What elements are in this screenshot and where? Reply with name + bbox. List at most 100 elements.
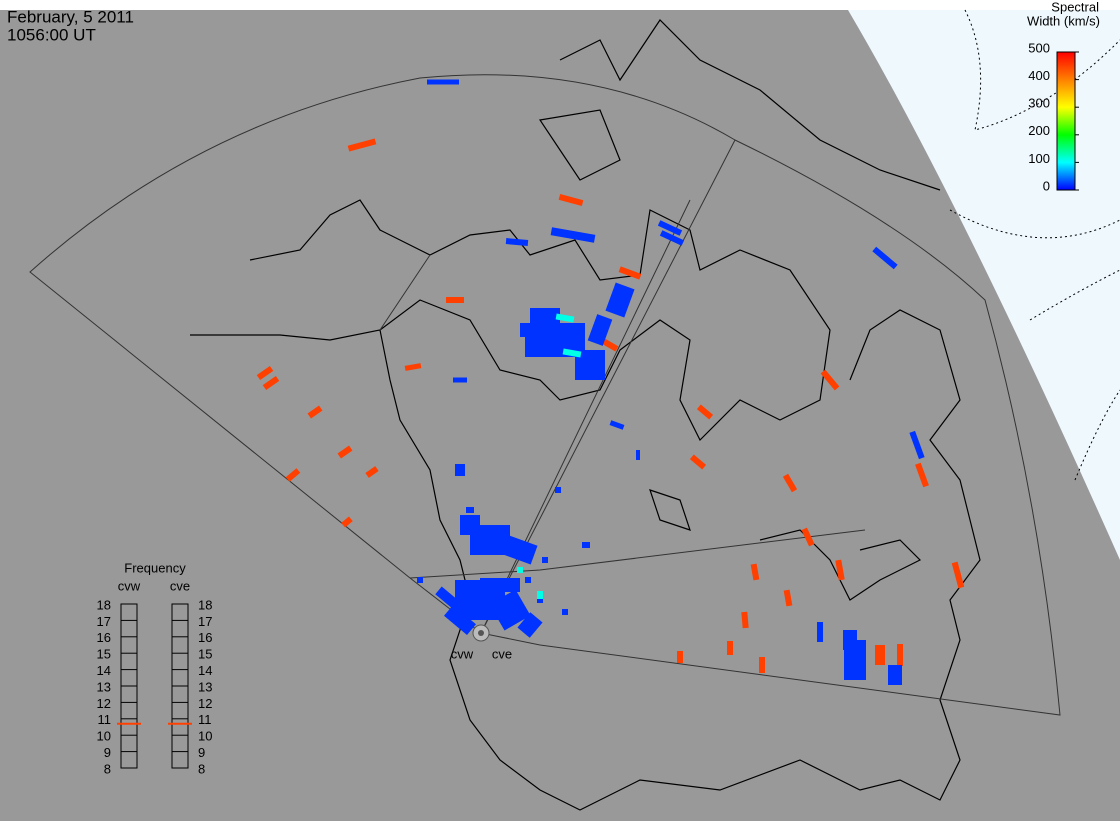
radar-cell [835, 559, 845, 581]
radar-cell [417, 577, 423, 583]
radar-cell [609, 420, 625, 430]
radar-cell [550, 227, 596, 243]
radar-cell [872, 246, 898, 270]
radar-cell [453, 377, 467, 383]
radar-cell [636, 450, 640, 460]
radar-cell [466, 507, 474, 513]
radar-cell [750, 563, 760, 581]
polar-region [848, 10, 1120, 560]
colorbar-ticks: 0 100 200 300 400 500 [1028, 40, 1079, 193]
colorbar-tick-label: 100 [1028, 151, 1050, 166]
frequency-tick-label: 14 [198, 663, 212, 678]
radar-name: cvw [118, 578, 141, 593]
radar-cell [951, 561, 965, 589]
colorbar-tick-label: 300 [1028, 96, 1050, 111]
radar-name: cve [170, 578, 190, 593]
radar-cell [558, 193, 584, 207]
frequency-tick-label: 15 [198, 647, 212, 662]
radar-cell [365, 466, 379, 478]
frequency-tick-label: 17 [198, 614, 212, 629]
frequency-tick-label: 11 [198, 712, 212, 727]
radar-cell [897, 644, 903, 666]
radar-cell [820, 369, 840, 391]
radar-cell [801, 527, 815, 547]
colorbar [1056, 51, 1076, 191]
radar-cell [741, 611, 749, 629]
colorbar-tick-label: 0 [1043, 178, 1050, 193]
radar-cells [256, 79, 965, 685]
top-margin [0, 0, 1120, 10]
radar-site-center [478, 630, 484, 636]
colorbar-tick-label: 500 [1028, 40, 1050, 55]
radar-cell [657, 220, 683, 236]
frequency-tick-label: 10 [97, 729, 111, 744]
radar-cell [347, 138, 377, 152]
radar-cell [505, 238, 529, 246]
radar-cell [696, 404, 714, 420]
radar-cell [843, 630, 857, 650]
radar-cell [689, 454, 707, 470]
radar-cell [525, 577, 531, 583]
radar-cell [659, 230, 685, 246]
radar-cell [520, 323, 540, 337]
radar-cell [817, 622, 823, 642]
frequency-tick-label: 17 [97, 614, 111, 629]
radar-cell [605, 282, 635, 318]
radar-cell [489, 589, 531, 631]
radar-cell [727, 641, 733, 655]
frequency-tick-label: 9 [104, 745, 111, 760]
radar-cell [888, 665, 902, 685]
radar-cell [875, 645, 885, 665]
radar-cell [435, 586, 465, 614]
radar-cell [517, 567, 523, 573]
date: February, 5 2011 [7, 7, 134, 26]
colorbar-title: Spectral [1051, 0, 1099, 14]
radar-cell [455, 464, 465, 476]
radar-cell [677, 651, 683, 663]
radar-cell [517, 612, 543, 638]
radar-cell [480, 578, 520, 592]
radar-cell [783, 589, 793, 607]
radar-cell [562, 348, 582, 358]
station-label: cvw [451, 646, 474, 661]
radar-cell [542, 557, 548, 563]
radar-cell [582, 542, 590, 548]
radar-cell [915, 462, 929, 488]
radar-cell [502, 535, 538, 565]
time: 1056:00 UT [7, 25, 96, 44]
frequency-tick-label: 13 [97, 679, 111, 694]
frequency-tick-label: 8 [198, 761, 205, 776]
radar-cell [587, 314, 613, 346]
frequency-tick-label: 9 [198, 745, 205, 760]
frequency-tick-label: 15 [97, 647, 111, 662]
radar-cell [555, 313, 575, 323]
radar-cell [307, 405, 323, 419]
radar-cell [444, 604, 476, 636]
colorbar-tick-label: 400 [1028, 68, 1050, 83]
frequency-tick-label: 12 [97, 696, 111, 711]
radar-cell [555, 487, 561, 493]
radar-cell [562, 609, 568, 615]
frequency-tick-label: 12 [198, 696, 212, 711]
radar-cell [446, 297, 464, 303]
frequency-tick-label: 10 [198, 729, 212, 744]
frequency-tick-label: 13 [198, 679, 212, 694]
polar-grid [949, 9, 1120, 481]
frequency-tick-label: 11 [98, 712, 112, 727]
radar-cell [537, 597, 543, 603]
frequency-tick-label: 14 [97, 663, 111, 678]
radar-cell [337, 445, 353, 459]
radar-cell [782, 473, 798, 493]
radar-cell [601, 338, 619, 352]
radar-cell [404, 363, 422, 371]
frequency-tick-label: 16 [97, 630, 111, 645]
radar-cell [285, 468, 301, 482]
frequency-tick-label: 16 [198, 630, 212, 645]
colorbar-title: Width (km/s) [1027, 13, 1100, 28]
radar-cell [460, 515, 480, 535]
field-of-view [29, 74, 1061, 716]
frequency-tick-label: 8 [104, 761, 111, 776]
